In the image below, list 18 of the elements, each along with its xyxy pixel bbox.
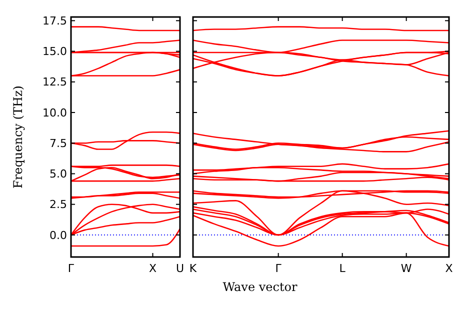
x-tick-label: W bbox=[400, 262, 412, 275]
y-tick-label: 7.5 bbox=[50, 136, 67, 150]
x-tick-label: L bbox=[339, 262, 346, 275]
y-tick-label: 15.0 bbox=[42, 45, 67, 58]
y-tick-label: 5.0 bbox=[50, 168, 67, 181]
y-axis-title: Frequency (THz) bbox=[11, 86, 25, 188]
y-tick-label: 2.5 bbox=[50, 198, 67, 212]
x-tick-label: K bbox=[189, 262, 198, 275]
y-tick-label: 17.5 bbox=[42, 14, 67, 28]
x-axis-title: Wave vector bbox=[222, 280, 298, 294]
y-tick-label: 12.5 bbox=[42, 76, 67, 89]
x-tick-label: X bbox=[445, 262, 454, 275]
y-tick-label: 10.0 bbox=[42, 106, 67, 120]
x-tick-label: Γ bbox=[275, 262, 282, 275]
y-tick-label: 0.0 bbox=[50, 228, 67, 242]
x-tick-label: U bbox=[176, 262, 184, 275]
x-tick-label: X bbox=[148, 262, 157, 275]
x-tick-label: Γ bbox=[68, 262, 75, 275]
